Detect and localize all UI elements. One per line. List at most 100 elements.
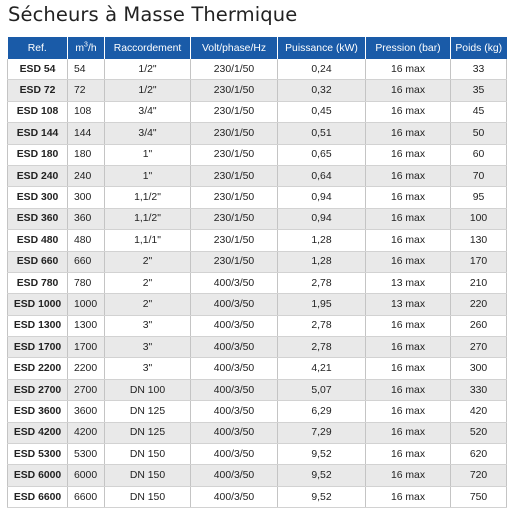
cell-pressure: 16 max — [365, 186, 451, 209]
cell-connection: DN 125 — [104, 422, 191, 445]
cell-power: 0,64 — [277, 165, 366, 188]
cell-flow: 480 — [67, 229, 105, 252]
table-row: ESD 660 660 2" 230/1/50 1,28 16 max 170 — [7, 251, 507, 273]
col-header-pressure: Pression (bar) — [365, 37, 451, 59]
cell-flow: 180 — [67, 144, 105, 166]
cell-pressure: 16 max — [365, 165, 451, 188]
cell-weight: 260 — [450, 315, 507, 338]
cell-flow: 660 — [67, 251, 105, 273]
cell-ref: ESD 144 — [7, 122, 68, 145]
cell-connection: 3" — [104, 336, 191, 359]
cell-connection: DN 150 — [104, 486, 191, 509]
cell-voltage: 400/3/50 — [190, 336, 278, 359]
cell-voltage: 230/1/50 — [190, 101, 278, 124]
cell-flow: 1700 — [67, 336, 105, 359]
cell-flow: 2700 — [67, 379, 105, 402]
cell-voltage: 400/3/50 — [190, 379, 278, 402]
cell-power: 7,29 — [277, 422, 366, 445]
cell-pressure: 16 max — [365, 336, 451, 359]
cell-pressure: 16 max — [365, 122, 451, 145]
cell-flow: 6000 — [67, 464, 105, 487]
cell-ref: ESD 5300 — [7, 443, 68, 466]
cell-connection: 1,1/2" — [104, 186, 191, 209]
cell-flow: 6600 — [67, 486, 105, 509]
cell-ref: ESD 480 — [7, 229, 68, 252]
cell-weight: 33 — [450, 59, 507, 81]
cell-weight: 720 — [450, 464, 507, 487]
cell-ref: ESD 300 — [7, 186, 68, 209]
table-row: ESD 4200 4200 DN 125 400/3/50 7,29 16 max 520 — [7, 422, 507, 445]
cell-ref: ESD 660 — [7, 251, 68, 273]
table-row: ESD 2200 2200 3" 400/3/50 4,21 16 max 300 — [7, 357, 507, 380]
cell-voltage: 230/1/50 — [190, 165, 278, 188]
cell-power: 4,21 — [277, 357, 366, 380]
cell-ref: ESD 240 — [7, 165, 68, 188]
cell-weight: 95 — [450, 186, 507, 209]
cell-flow: 5300 — [67, 443, 105, 466]
cell-power: 0,94 — [277, 208, 366, 231]
cell-pressure: 13 max — [365, 272, 451, 295]
cell-power: 0,24 — [277, 59, 366, 81]
spec-table: Ref. m3/h Raccordement Volt/phase/Hz Pui… — [7, 37, 507, 509]
cell-flow: 360 — [67, 208, 105, 231]
cell-power: 1,95 — [277, 293, 366, 316]
table-row: ESD 144 144 3/4" 230/1/50 0,51 16 max 50 — [7, 122, 507, 145]
cell-connection: 2" — [104, 251, 191, 273]
cell-flow: 1300 — [67, 315, 105, 338]
cell-voltage: 400/3/50 — [190, 357, 278, 380]
cell-voltage: 400/3/50 — [190, 422, 278, 445]
table-row: ESD 360 360 1,1/2" 230/1/50 0,94 16 max 100 — [7, 208, 507, 231]
cell-weight: 50 — [450, 122, 507, 145]
cell-connection: 3/4" — [104, 122, 191, 145]
col-header-ref: Ref. — [7, 37, 68, 59]
table-row: ESD 180 180 1" 230/1/50 0,65 16 max 60 — [7, 144, 507, 166]
cell-weight: 520 — [450, 422, 507, 445]
cell-weight: 620 — [450, 443, 507, 466]
cell-voltage: 230/1/50 — [190, 59, 278, 81]
cell-connection: 1" — [104, 165, 191, 188]
cell-flow: 72 — [67, 79, 105, 102]
cell-weight: 300 — [450, 357, 507, 380]
cell-pressure: 16 max — [365, 443, 451, 466]
cell-flow: 108 — [67, 101, 105, 124]
cell-voltage: 230/1/50 — [190, 229, 278, 252]
flow-unit: m — [75, 42, 85, 54]
cell-power: 9,52 — [277, 486, 366, 509]
table-body: ESD 54 54 1/2" 230/1/50 0,24 16 max 33 ESD 72 7… — [7, 59, 507, 509]
cell-flow: 144 — [67, 122, 105, 145]
cell-connection: 1/2" — [104, 79, 191, 102]
page-title: Sécheurs à Masse Thermique — [8, 3, 298, 26]
cell-flow: 4200 — [67, 422, 105, 445]
cell-ref: ESD 54 — [7, 59, 68, 81]
cell-voltage: 230/1/50 — [190, 122, 278, 145]
cell-ref: ESD 72 — [7, 79, 68, 102]
table-row: ESD 300 300 1,1/2" 230/1/50 0,94 16 max 95 — [7, 186, 507, 209]
cell-power: 2,78 — [277, 315, 366, 338]
cell-pressure: 16 max — [365, 400, 451, 423]
table-header-row: Ref. m3/h Raccordement Volt/phase/Hz Pui… — [7, 37, 507, 59]
table-row: ESD 240 240 1" 230/1/50 0,64 16 max 70 — [7, 165, 507, 188]
cell-weight: 220 — [450, 293, 507, 316]
table-row: ESD 6600 6600 DN 150 400/3/50 9,52 16 max 750 — [7, 486, 507, 509]
cell-flow: 1000 — [67, 293, 105, 316]
cell-weight: 170 — [450, 251, 507, 273]
cell-connection: DN 100 — [104, 379, 191, 402]
table-row: ESD 1300 1300 3" 400/3/50 2,78 16 max 260 — [7, 315, 507, 338]
cell-connection: DN 150 — [104, 443, 191, 466]
cell-pressure: 16 max — [365, 357, 451, 380]
cell-ref: ESD 6600 — [7, 486, 68, 509]
cell-power: 0,32 — [277, 79, 366, 102]
flow-exponent: 3 — [84, 41, 88, 49]
cell-voltage: 400/3/50 — [190, 400, 278, 423]
cell-connection: 1/2" — [104, 59, 191, 81]
cell-connection: 3" — [104, 357, 191, 380]
cell-connection: 1,1/1" — [104, 229, 191, 252]
col-header-voltage: Volt/phase/Hz — [190, 37, 278, 59]
col-header-power: Puissance (kW) — [277, 37, 366, 59]
cell-connection: 2" — [104, 272, 191, 295]
cell-weight: 60 — [450, 144, 507, 166]
cell-power: 2,78 — [277, 336, 366, 359]
cell-ref: ESD 2700 — [7, 379, 68, 402]
cell-voltage: 400/3/50 — [190, 293, 278, 316]
cell-connection: DN 125 — [104, 400, 191, 423]
